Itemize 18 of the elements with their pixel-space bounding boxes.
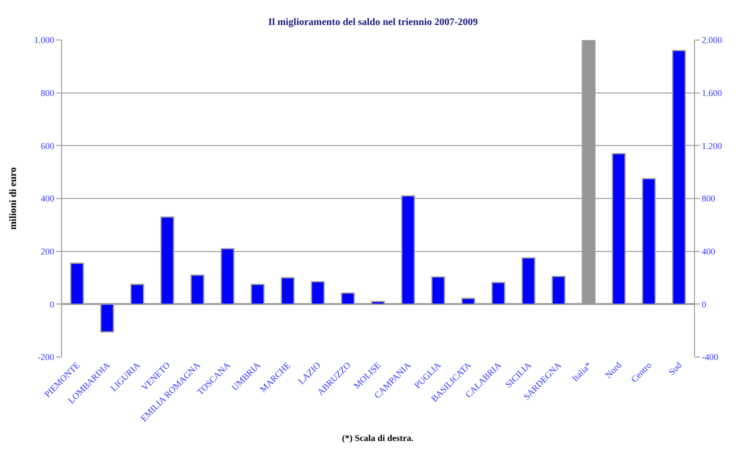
y2-tick-label: 800 [702,194,716,204]
text: (*) Scala di destra. [342,433,414,443]
y-tick-label: 200 [40,246,55,256]
y-tick-label: 0 [50,299,55,310]
y2-tick-label: 1.200 [702,140,723,151]
y2-tick-label: 2.000 [702,35,723,46]
y-tick-label: -200 [38,352,55,362]
y2-tick-label: 1.600 [702,88,723,98]
x-tick-label: Sud [666,360,684,378]
y-tick-label: 1.000 [34,35,55,46]
y2-tick-label: 0 [702,299,707,310]
y2-tick-label: -400 [702,352,719,362]
chart-title: Il miglioramento del saldo nel triennio 2007-2009 [268,17,478,28]
y-tick-label: 400 [40,194,55,204]
y-tick-label: 800 [40,88,55,98]
y-axis-title: milioni di euro [8,167,19,230]
y2-tick-label: 400 [702,246,716,256]
y-tick-label: 600 [40,140,55,151]
